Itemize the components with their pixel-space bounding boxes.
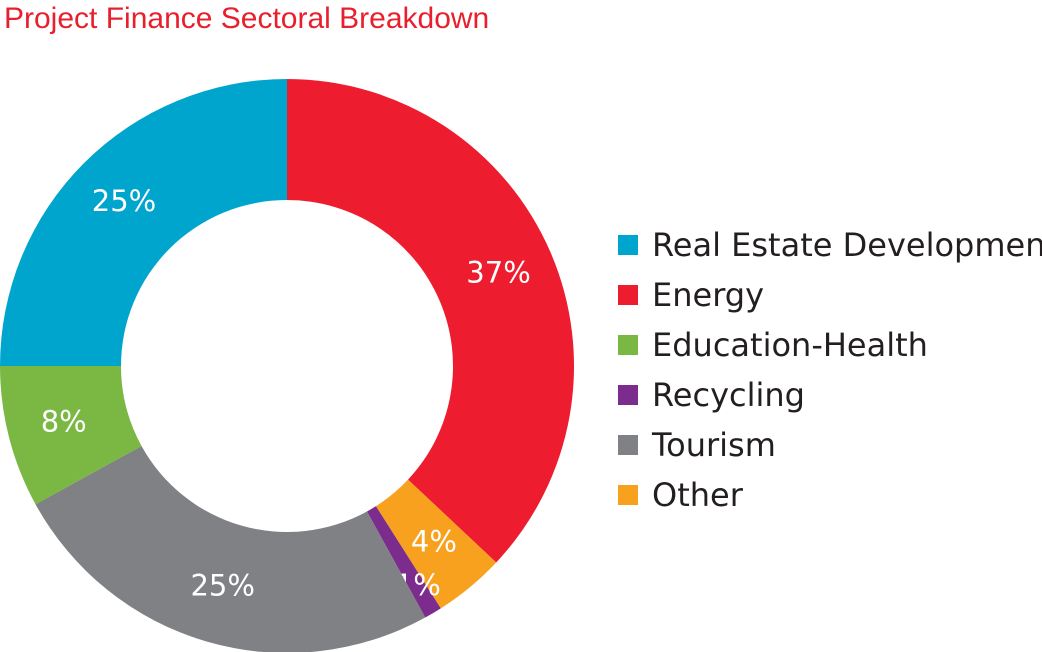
legend-label: Energy (652, 276, 765, 314)
slice-label-real-estate-development: 25% (92, 184, 156, 218)
slice-label-tourism: 25% (190, 568, 254, 602)
legend-swatch (618, 235, 638, 255)
legend-swatch (618, 335, 638, 355)
slice-education-health (0, 366, 142, 505)
chart-title: Project Finance Sectoral Breakdown (4, 2, 490, 35)
slice-energy (287, 79, 574, 563)
slice-label-other: 4% (411, 525, 457, 559)
legend-swatch (618, 385, 638, 405)
slice-tourism (35, 445, 426, 652)
legend-item-recycling: Recycling (618, 370, 1042, 420)
slice-recycling (366, 506, 441, 618)
legend-label: Other (652, 476, 743, 514)
chart-legend: Real Estate Development Energy Education… (618, 220, 1042, 520)
donut-chart: 37%4%1%25%8%25% (0, 79, 574, 652)
slice-label-education-health: 8% (41, 404, 87, 438)
legend-item-education-health: Education-Health (618, 320, 1042, 370)
legend-item-energy: Energy (618, 270, 1042, 320)
slice-other (375, 479, 497, 609)
legend-item-real-estate-development: Real Estate Development (618, 220, 1042, 270)
legend-swatch (618, 285, 638, 305)
legend-label: Tourism (652, 426, 776, 464)
legend-item-tourism: Tourism (618, 420, 1042, 470)
legend-item-other: Other (618, 470, 1042, 520)
slice-label-energy: 37% (466, 255, 530, 289)
legend-swatch (618, 435, 638, 455)
legend-label: Real Estate Development (652, 226, 1042, 264)
legend-swatch (618, 485, 638, 505)
slice-real-estate-development (0, 79, 287, 366)
legend-label: Education-Health (652, 326, 928, 364)
legend-label: Recycling (652, 376, 805, 414)
